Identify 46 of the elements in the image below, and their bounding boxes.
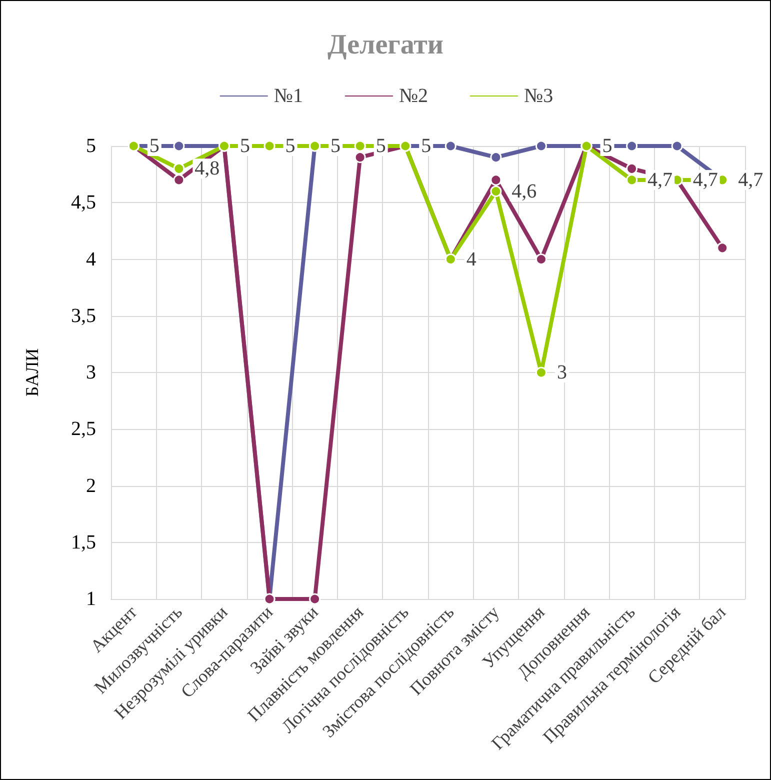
data-label: 4,7 xyxy=(692,168,718,191)
point xyxy=(626,174,638,186)
y-tick-label: 4 xyxy=(86,248,96,270)
point xyxy=(173,174,185,186)
y-tick-label: 2,5 xyxy=(71,418,96,440)
y-tick-label: 4,5 xyxy=(71,192,96,214)
y-tick-label: 1,5 xyxy=(71,531,96,554)
point xyxy=(354,152,366,164)
data-label: 5 xyxy=(240,135,250,157)
point xyxy=(490,152,502,164)
y-tick-label: 1 xyxy=(86,588,96,610)
point xyxy=(626,140,638,152)
point xyxy=(535,140,547,152)
data-label: 5 xyxy=(149,135,160,157)
data-label: 5 xyxy=(330,135,341,157)
point xyxy=(264,140,276,152)
legend-label: №3 xyxy=(524,85,554,107)
y-tick-label: 2 xyxy=(86,474,96,497)
point xyxy=(309,593,321,605)
point xyxy=(716,242,728,254)
legend-label: №1 xyxy=(274,85,303,107)
data-label: 4,6 xyxy=(512,180,537,202)
point xyxy=(490,174,502,186)
y-axis-title: БАЛИ xyxy=(22,348,42,397)
point xyxy=(490,186,502,198)
data-label: 5 xyxy=(421,135,432,157)
data-label: 4,7 xyxy=(648,168,673,191)
point xyxy=(173,162,185,174)
point xyxy=(444,140,456,152)
data-label: 4,8 xyxy=(194,158,220,180)
point xyxy=(535,254,547,265)
legend-label: №2 xyxy=(398,85,428,107)
point xyxy=(671,140,683,152)
data-label: 5 xyxy=(285,135,296,157)
y-tick-label: 5 xyxy=(86,135,96,157)
data-label: 4,7 xyxy=(738,168,764,191)
point xyxy=(626,162,638,174)
data-label: 4 xyxy=(466,248,476,270)
data-label: 5 xyxy=(376,135,386,157)
data-label: 3 xyxy=(556,362,567,384)
y-tick-label: 3 xyxy=(86,362,96,384)
point xyxy=(173,140,185,152)
data-label: 5 xyxy=(602,135,612,157)
chart-title: Делегати xyxy=(327,30,444,60)
y-tick-label: 3,5 xyxy=(71,304,96,327)
point xyxy=(535,366,547,378)
